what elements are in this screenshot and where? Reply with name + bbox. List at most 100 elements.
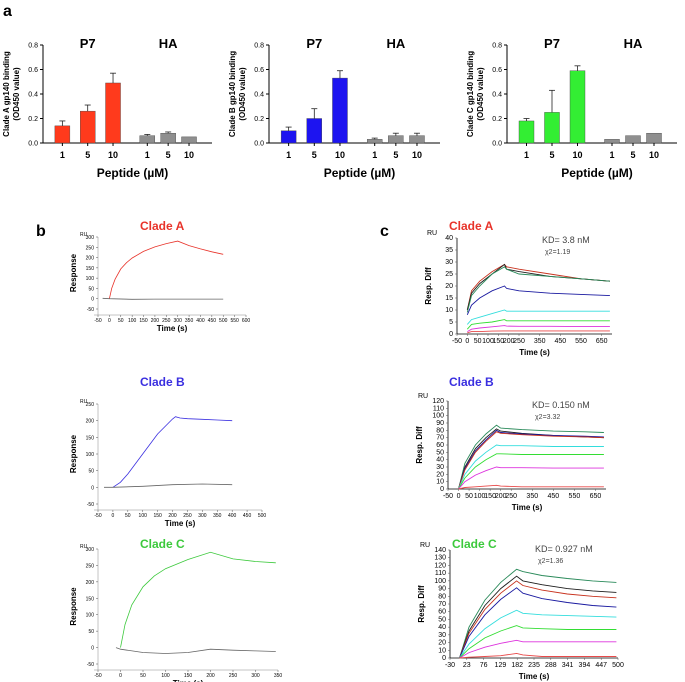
x-tick-label: -50 bbox=[94, 513, 101, 519]
y-tick-label: 20 bbox=[436, 471, 444, 478]
y-tick-label: 0 bbox=[91, 646, 94, 652]
x-tick-label: 650 bbox=[596, 338, 608, 345]
y-tick-label: 5 bbox=[449, 319, 453, 326]
series-line bbox=[112, 416, 233, 488]
x-tick-label: 450 bbox=[554, 338, 566, 345]
bar bbox=[181, 136, 197, 144]
bar bbox=[625, 135, 641, 144]
y-tick-label: 0.6 bbox=[492, 67, 502, 74]
x-tick-label: 0 bbox=[119, 673, 122, 679]
x-axis-label: Time (s) bbox=[157, 324, 188, 333]
kd-label: KD= 0.150 nM bbox=[532, 400, 590, 410]
x-tick-label: 250 bbox=[162, 318, 171, 324]
series-line bbox=[458, 466, 604, 490]
x-tick-label: 5 bbox=[85, 150, 90, 160]
x-axis-label: Peptide (µM) bbox=[324, 166, 396, 180]
series-line bbox=[459, 575, 617, 659]
series-line bbox=[467, 325, 610, 332]
x-tick-label: 200 bbox=[495, 493, 507, 500]
series-line bbox=[466, 309, 610, 325]
series-line bbox=[466, 263, 610, 311]
x-tick-label: 500 bbox=[612, 662, 624, 669]
y-tick-label: 30 bbox=[445, 259, 453, 266]
series-line bbox=[467, 330, 610, 334]
series-line bbox=[459, 652, 617, 659]
series-line bbox=[458, 484, 604, 490]
unit-label: RU bbox=[427, 230, 437, 237]
y-tick-label: 140 bbox=[434, 547, 446, 554]
x-tick-label: 100 bbox=[128, 318, 137, 324]
y-tick-label: 50 bbox=[438, 616, 446, 623]
bar bbox=[409, 135, 425, 144]
y-tick-label: 90 bbox=[436, 420, 444, 427]
y-tick-label: 0.8 bbox=[28, 43, 38, 50]
y-tick-label: 100 bbox=[434, 578, 446, 585]
y-tick-label: 80 bbox=[436, 427, 444, 434]
x-tick-label: 235 bbox=[528, 662, 540, 669]
x-tick-label: 1 bbox=[372, 150, 377, 160]
chi2-label: χ2=1.36 bbox=[538, 558, 563, 565]
x-tick-label: 350 bbox=[185, 318, 194, 324]
y-tick-label: 250 bbox=[86, 402, 95, 408]
y-tick-label: 15 bbox=[445, 295, 453, 302]
series-line bbox=[458, 453, 604, 490]
unit-label: RU bbox=[80, 544, 88, 550]
unit-label: RU bbox=[420, 542, 430, 549]
y-tick-label: 0.6 bbox=[28, 67, 38, 74]
y-tick-label: 70 bbox=[438, 601, 446, 608]
x-tick-label: 5 bbox=[312, 150, 317, 160]
x-tick-label: 250 bbox=[505, 493, 517, 500]
y-axis-label: Response bbox=[69, 434, 78, 473]
series-line bbox=[458, 431, 604, 490]
x-tick-label: 350 bbox=[213, 513, 222, 519]
y-axis-label: Clade B gp140 binding bbox=[228, 51, 237, 137]
x-tick-label: 150 bbox=[492, 338, 504, 345]
y-tick-label: 60 bbox=[436, 442, 444, 449]
x-tick-label: 0 bbox=[457, 493, 461, 500]
x-tick-label: 1 bbox=[609, 150, 614, 160]
spr-chart-b-clade-c: -50 0 50 100 150 200 250 300 -50 0 50 100 150 200 250 3… bbox=[69, 537, 282, 682]
group-label: HA bbox=[386, 36, 405, 51]
x-tick-label: 450 bbox=[208, 318, 217, 324]
kd-label: KD= 3.8 nM bbox=[542, 235, 590, 245]
y-tick-label: 0.8 bbox=[492, 43, 502, 50]
x-tick-label: -50 bbox=[452, 338, 462, 345]
unit-label: RU bbox=[418, 393, 428, 400]
bar bbox=[306, 118, 322, 144]
chi2-label: χ2=1.19 bbox=[545, 249, 570, 256]
x-tick-label: 76 bbox=[480, 662, 488, 669]
x-tick-label: 50 bbox=[125, 513, 131, 519]
x-tick-label: 450 bbox=[243, 513, 252, 519]
x-tick-label: 350 bbox=[526, 493, 538, 500]
x-tick-label: 200 bbox=[168, 513, 177, 519]
chart-title: Clade A bbox=[449, 219, 494, 233]
group-label: P7 bbox=[306, 36, 322, 51]
series-line bbox=[466, 263, 610, 311]
y-tick-label: 120 bbox=[432, 398, 444, 405]
chart-title: Clade B bbox=[449, 375, 494, 389]
y-tick-label: 100 bbox=[86, 613, 95, 619]
x-tick-label: 100 bbox=[161, 673, 170, 679]
series-line bbox=[466, 266, 610, 313]
y-tick-label: 20 bbox=[445, 283, 453, 290]
bar bbox=[569, 70, 586, 144]
y-tick-label: 100 bbox=[86, 276, 95, 282]
group-label: HA bbox=[624, 36, 643, 51]
y-axis-label: Response bbox=[69, 587, 78, 626]
x-tick-label: 0 bbox=[465, 338, 469, 345]
x-tick-label: 288 bbox=[545, 662, 557, 669]
x-tick-label: -50 bbox=[94, 318, 101, 324]
chart-title: Clade A bbox=[140, 219, 185, 233]
x-axis-label: Time (s) bbox=[173, 679, 204, 682]
x-tick-label: 50 bbox=[118, 318, 124, 324]
x-axis-label: Time (s) bbox=[512, 503, 543, 512]
bar bbox=[105, 82, 121, 144]
y-tick-label: 80 bbox=[438, 593, 446, 600]
x-tick-label: 150 bbox=[153, 513, 162, 519]
x-tick-label: 10 bbox=[108, 150, 118, 160]
y-axis-label: Clade A gp140 binding bbox=[2, 51, 11, 137]
